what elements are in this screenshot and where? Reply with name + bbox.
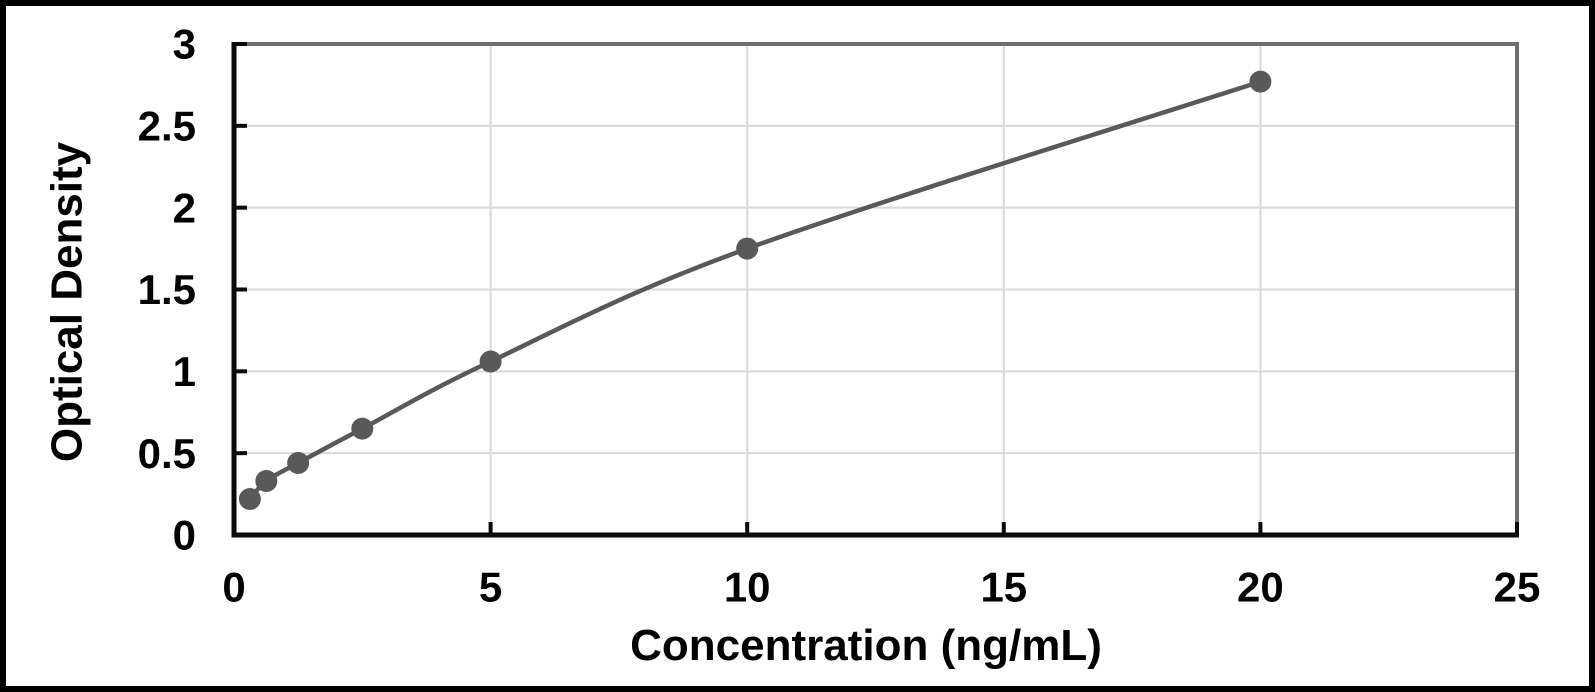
- x-tick-label: 20: [1237, 564, 1284, 611]
- y-tick-label: 0: [173, 512, 196, 559]
- data-point-marker: [238, 487, 261, 510]
- x-tick-label: 25: [1494, 564, 1541, 611]
- data-series: [238, 70, 1272, 510]
- y-tick-label: 3: [173, 21, 196, 68]
- data-point-marker: [351, 417, 374, 440]
- x-axis-title: Concentration (ng/mL): [630, 621, 1102, 670]
- x-tick-label: 0: [222, 564, 245, 611]
- y-tick-label: 2.5: [138, 103, 196, 150]
- tick-labels: 0 5 10 15 20 25 0 0.5 1 1.5 2 2.5 3: [138, 21, 1541, 611]
- data-point-marker: [736, 237, 759, 260]
- tick-marks: [234, 42, 1519, 535]
- x-tick-label: 10: [724, 564, 771, 611]
- y-axis-title: Optical Density: [42, 141, 91, 462]
- y-tick-label: 1: [173, 348, 196, 395]
- data-point-marker: [1249, 70, 1272, 93]
- plot-area-border: [234, 42, 1519, 535]
- y-tick-label: 1.5: [138, 266, 196, 313]
- data-point-marker: [287, 451, 310, 474]
- x-tick-label: 5: [479, 564, 502, 611]
- gridlines: [234, 44, 1517, 535]
- data-point-marker: [255, 469, 278, 492]
- y-tick-label: 0.5: [138, 430, 196, 477]
- data-point-marker: [479, 350, 502, 373]
- y-tick-label: 2: [173, 184, 196, 231]
- x-tick-label: 15: [980, 564, 1027, 611]
